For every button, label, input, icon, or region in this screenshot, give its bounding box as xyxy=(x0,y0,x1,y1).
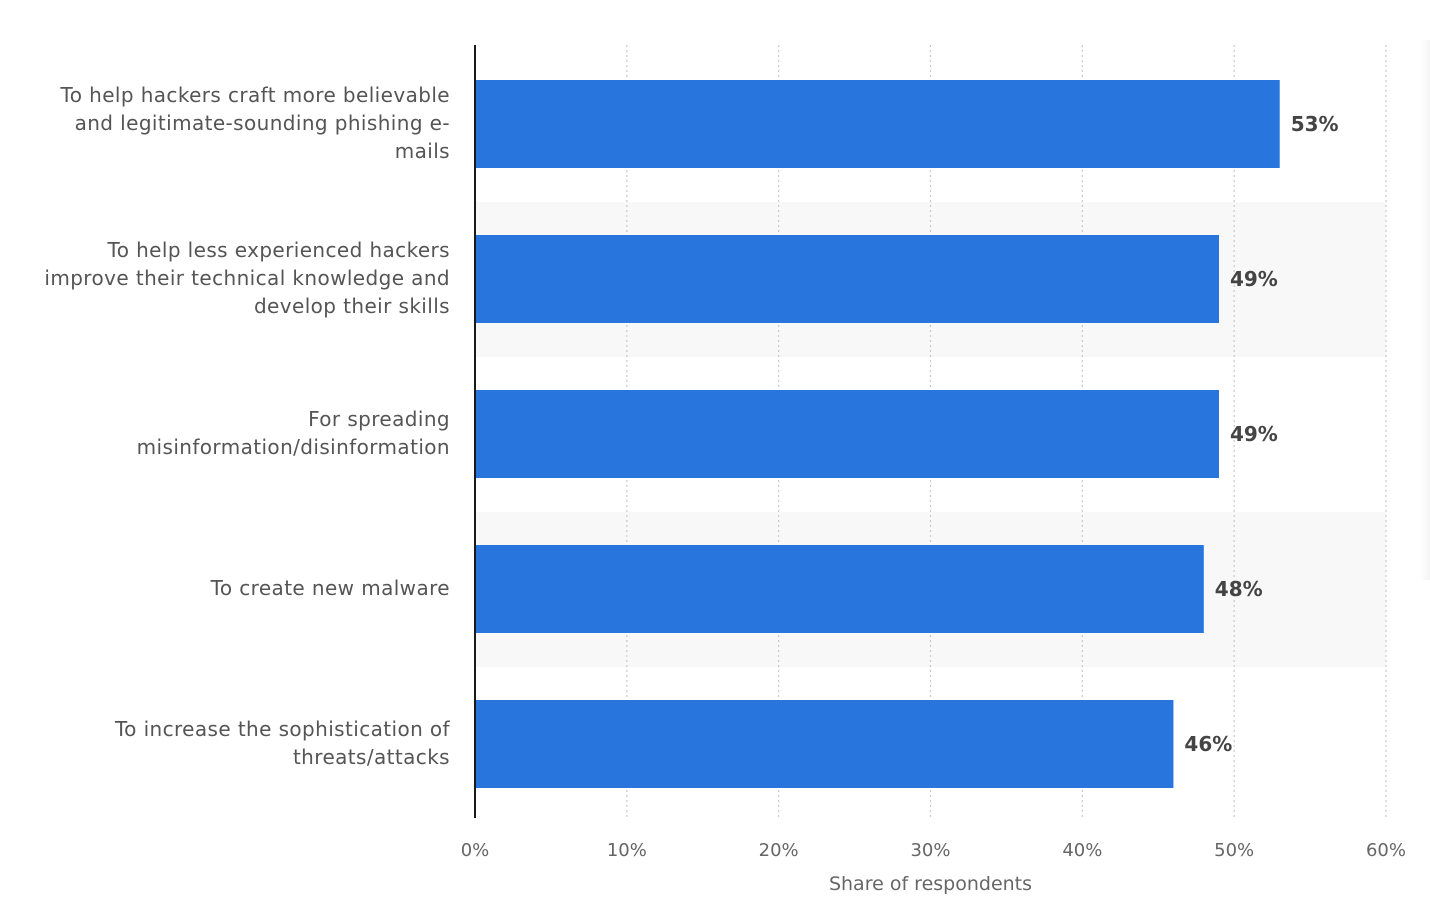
x-tick-label: 60% xyxy=(1366,840,1406,861)
x-tick-label: 20% xyxy=(759,840,799,861)
value-label: 48% xyxy=(1215,577,1263,601)
text-layer: Share of respondents 0% 10% 20% 30% 40% 50% 60… xyxy=(461,112,1406,895)
category-label-line: misinformation/disinformation xyxy=(136,434,450,459)
bar xyxy=(475,700,1174,788)
category-label-line: To help hackers craft more believable xyxy=(60,82,450,107)
value-label: 46% xyxy=(1184,732,1232,756)
category-label-line: threats/attacks xyxy=(292,744,450,769)
bar xyxy=(475,545,1204,633)
category-label: To increase the sophistication of threats… xyxy=(20,715,450,771)
right-edge-shade xyxy=(1420,40,1430,580)
x-tick-label: 10% xyxy=(607,840,647,861)
category-label-line: develop their skills xyxy=(253,293,450,318)
category-label-line: To increase the sophistication of xyxy=(114,716,450,741)
category-label-line: improve their technical knowledge and xyxy=(44,265,450,290)
bar xyxy=(475,390,1219,478)
x-tick-label: 30% xyxy=(910,840,950,861)
x-axis-title: Share of respondents xyxy=(829,873,1032,895)
x-tick-label: 50% xyxy=(1214,840,1254,861)
category-label-line: For spreading xyxy=(308,406,450,431)
bar xyxy=(475,235,1219,323)
value-label: 49% xyxy=(1230,267,1278,291)
x-tick-label: 0% xyxy=(461,840,490,861)
category-label: To help hackers craft more believable and… xyxy=(20,81,450,165)
category-label-line: To help less experienced hackers xyxy=(107,237,450,262)
category-label: To help less experienced hackers improve … xyxy=(20,236,450,320)
category-label: To create new malware xyxy=(20,574,450,602)
category-label-line: and legitimate-sounding phishing e- xyxy=(74,110,450,135)
value-label: 53% xyxy=(1291,112,1339,136)
bar xyxy=(475,80,1280,168)
value-label: 49% xyxy=(1230,422,1278,446)
category-label-line: To create new malware xyxy=(210,575,450,600)
x-tick-label: 40% xyxy=(1062,840,1102,861)
category-label-line: mails xyxy=(394,138,450,163)
bars-layer xyxy=(475,80,1280,788)
category-label: For spreading misinformation/disinformati… xyxy=(20,405,450,461)
